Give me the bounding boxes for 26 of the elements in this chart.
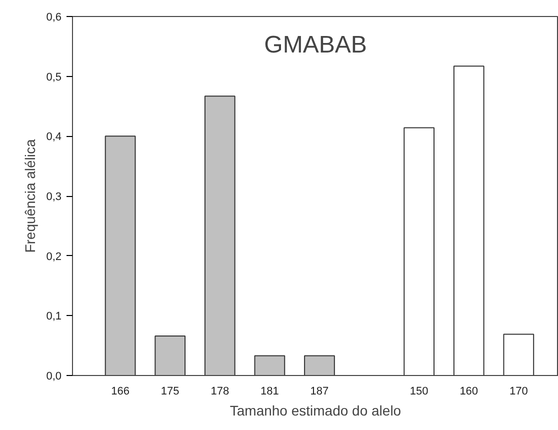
x-tick-label: 175: [160, 386, 180, 398]
bar: [453, 66, 484, 376]
y-axis-title: Frequência alélica: [22, 138, 38, 253]
y-tick-label: 0,5: [46, 71, 62, 84]
y-tick-label: 0,1: [46, 310, 62, 323]
x-tick-label: 181: [260, 386, 279, 398]
x-tick-label: 166: [111, 386, 130, 398]
x-axis-title: Tamanho estimado do alelo: [230, 402, 402, 418]
x-tick-label: 187: [310, 386, 329, 398]
y-tick-label: 0,4: [46, 131, 62, 144]
bar: [503, 334, 534, 376]
bar: [254, 355, 286, 376]
bar: [304, 355, 335, 376]
text: GMABAB: [264, 32, 367, 58]
x-tick-label: 160: [460, 386, 478, 398]
bar: [204, 96, 236, 376]
y-tick-label: 0,0: [46, 370, 62, 382]
x-tick-label: 178: [210, 386, 230, 398]
bar: [104, 136, 136, 376]
bar: [154, 336, 186, 376]
y-tick-label: 0,6: [46, 12, 62, 24]
y-tick-label: 0,3: [46, 191, 62, 203]
bar: [404, 127, 435, 376]
x-tick-label: 150: [410, 386, 428, 398]
y-tick-label: 0,2: [46, 250, 62, 263]
x-tick-label: 170: [509, 386, 528, 398]
